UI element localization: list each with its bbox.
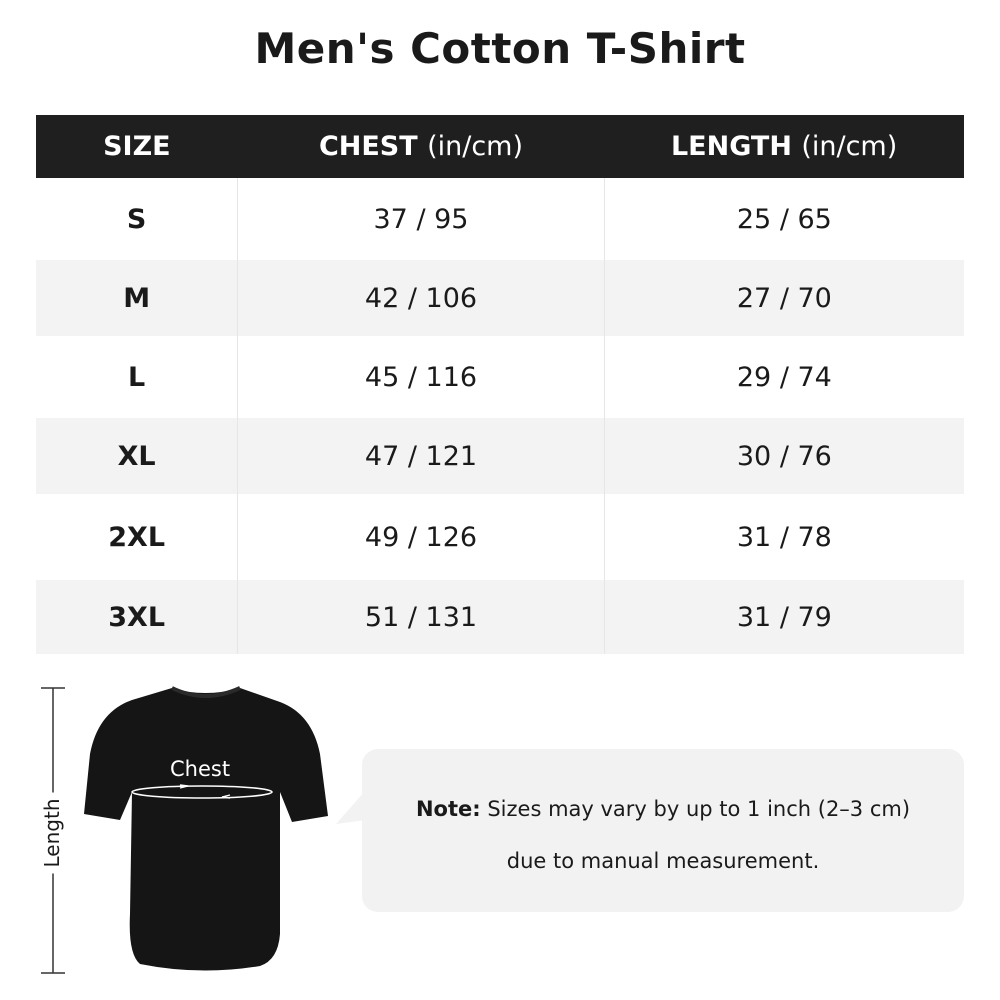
table-row: 2XL 49 / 126 31 / 78 — [36, 494, 964, 580]
chest-cell: 49 / 126 — [237, 494, 605, 580]
header-label: CHEST — [318, 131, 418, 162]
note-line-1: Note: Sizes may vary by up to 1 inch (2–… — [362, 797, 964, 821]
table-row: M 42 / 106 27 / 70 — [36, 260, 964, 336]
tshirt-image — [84, 686, 328, 971]
table-row: L 45 / 116 29 / 74 — [36, 336, 964, 418]
note-bubble: Note: Sizes may vary by up to 1 inch (2–… — [362, 749, 964, 912]
size-cell: S — [36, 178, 238, 260]
table-row: XL 47 / 121 30 / 76 — [36, 418, 964, 494]
size-cell: 2XL — [36, 494, 238, 580]
length-cell: 30 / 76 — [603, 418, 964, 494]
size-chart-table: SIZE CHEST (in/cm) LENGTH (in/cm) S 37 / … — [36, 115, 964, 654]
chest-cell: 45 / 116 — [237, 336, 605, 418]
length-cell: 31 / 78 — [603, 494, 964, 580]
table-row: S 37 / 95 25 / 65 — [36, 178, 964, 260]
page-title: Men's Cotton T-Shirt — [254, 24, 746, 73]
table-header-row: SIZE CHEST (in/cm) LENGTH (in/cm) — [36, 115, 964, 178]
header-size: SIZE — [36, 115, 238, 178]
length-cell: 29 / 74 — [603, 336, 964, 418]
chest-cell: 51 / 131 — [237, 580, 605, 654]
length-label: Length — [40, 792, 64, 874]
header-unit: (in/cm) — [427, 131, 524, 162]
chest-label: Chest — [170, 757, 231, 781]
size-cell: M — [36, 260, 238, 336]
note-text: Sizes may vary by up to 1 inch (2–3 cm) — [487, 797, 911, 821]
note-bubble-tail — [336, 790, 366, 824]
header-chest: CHEST (in/cm) — [237, 115, 605, 178]
chest-cell: 47 / 121 — [237, 418, 605, 494]
length-cell: 27 / 70 — [603, 260, 964, 336]
size-cell: XL — [36, 418, 238, 494]
note-prefix: Note: — [415, 797, 481, 821]
header-unit: (in/cm) — [801, 131, 898, 162]
note-line-2: due to manual measurement. — [506, 849, 820, 873]
size-cell: L — [36, 336, 238, 418]
chest-cell: 37 / 95 — [237, 178, 605, 260]
chest-cell: 42 / 106 — [237, 260, 605, 336]
header-label: SIZE — [103, 131, 171, 162]
header-length: LENGTH (in/cm) — [604, 115, 964, 178]
header-label: LENGTH — [670, 131, 792, 162]
table-row: 3XL 51 / 131 31 / 79 — [36, 580, 964, 654]
size-cell: 3XL — [36, 580, 238, 654]
length-cell: 25 / 65 — [603, 178, 964, 260]
length-cell: 31 / 79 — [603, 580, 964, 654]
